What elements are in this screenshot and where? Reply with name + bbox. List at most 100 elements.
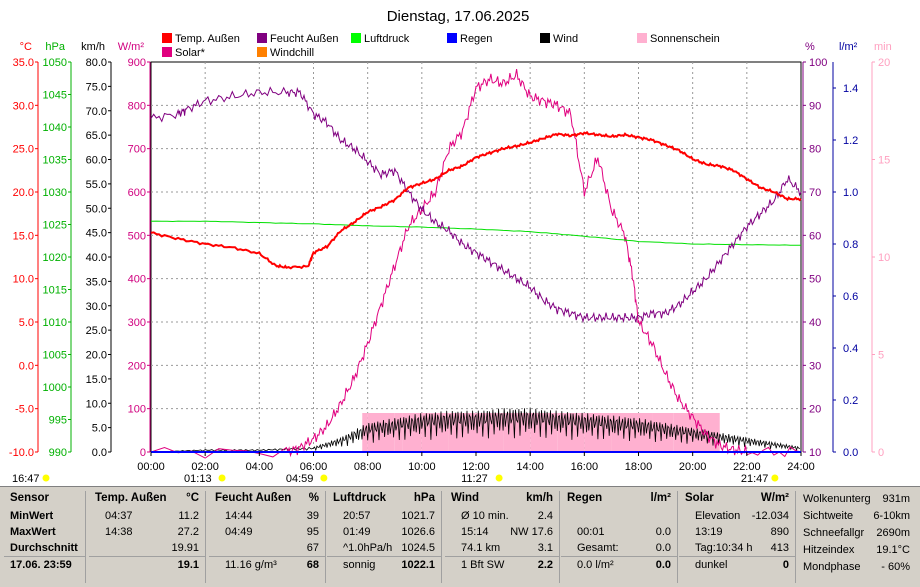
footer-value: 68	[306, 559, 319, 571]
tick-label: 1035	[43, 155, 67, 167]
footer-row: 0.0 l/m² 0.0	[561, 556, 677, 573]
weather-chart: Dienstag, 17.06.2025 Temp. Außen Feucht A…	[8, 8, 892, 485]
tick-label: 35.0	[13, 57, 34, 69]
row-value: - 60%	[881, 561, 910, 573]
table-row: Tag:10:34 h 413	[679, 540, 795, 556]
table-row: MinWert	[4, 508, 85, 524]
tick-label: 900	[128, 57, 146, 69]
row-value: 931m	[882, 493, 910, 505]
table-row: 20:57 1021.7	[327, 508, 441, 524]
tick-label: 10	[878, 252, 890, 264]
footer-value: 0.0	[655, 559, 671, 571]
sun-marker-icon	[771, 474, 779, 482]
tick-label: 20.0	[86, 350, 107, 362]
table-row: Wolkenunterg 931m	[797, 491, 916, 508]
row-label: 01:49	[343, 526, 371, 538]
legend-swatch	[540, 33, 550, 43]
tick-label: 35.0	[86, 276, 107, 288]
table-row: Elevation -12.034	[679, 508, 795, 524]
tick-label: 15.0	[86, 374, 107, 386]
sunshine-bar	[652, 413, 674, 452]
legend-swatch	[162, 33, 172, 43]
section-header: Solar W/m²	[679, 491, 795, 505]
sun-marker-icon	[218, 474, 226, 482]
tick-label: 800	[128, 100, 146, 112]
row-label: Wolkenunterg	[803, 493, 871, 505]
row-value: 67	[306, 542, 319, 554]
tick-label: 20	[878, 57, 890, 69]
x-tick-label: 20:00	[679, 461, 707, 473]
tick-label: 700	[128, 144, 146, 156]
footer-label: 11.16 g/m³	[225, 559, 277, 571]
row-label: 74.1 km	[461, 542, 501, 554]
table-row: 15:14 NW 17.6	[445, 524, 559, 540]
right-axes: %100908070605040302010l/m²1.41.21.00.80.…	[802, 41, 892, 459]
table-section: Temp. Außen °C 04:37 11.2 14:38 27.2 19.91 19.1	[89, 491, 206, 583]
tick-label: 400	[128, 274, 146, 286]
section-title: Sensor	[10, 492, 49, 504]
table-section: Sensor MinWert MaxWert Durchschnitt 17.06. 2…	[4, 491, 86, 583]
wind-series	[150, 408, 800, 453]
chart-title: Dienstag, 17.06.2025	[387, 8, 530, 25]
sun-marker-icon	[320, 474, 328, 482]
axis-unit: W/m²	[118, 41, 145, 53]
tick-label: 50	[809, 274, 821, 286]
row-value: 0.0	[655, 526, 671, 538]
row-label: Tag:10:34 h	[695, 542, 753, 554]
tick-label: 5.0	[92, 423, 107, 435]
x-tick-label: 18:00	[625, 461, 653, 473]
footer-row: 1 Bft SW 2.2	[445, 556, 559, 573]
tick-label: 500	[128, 230, 146, 242]
x-tick-label: 14:00	[516, 461, 544, 473]
marker-label: 21:47	[741, 473, 769, 485]
tick-label: 10.0	[86, 398, 107, 410]
tick-label: 1050	[43, 57, 67, 69]
section-title: Temp. Außen	[95, 492, 167, 504]
tick-label: 20	[809, 404, 821, 416]
table-row: ^1.0hPa/h 1024.5	[327, 540, 441, 556]
table-section: Solar W/m² Elevation -12.034 13:19 890 Tag:10:…	[679, 491, 796, 583]
row-label: 13:19	[695, 526, 723, 538]
legend-label: Temp. Außen	[175, 33, 240, 45]
tick-label: 60.0	[86, 155, 107, 167]
row-value: 413	[770, 542, 789, 554]
tick-label: 200	[128, 360, 146, 372]
tick-label: 10	[809, 447, 821, 459]
left-axes: °C 35.0 30.0 25.0 20.0 15.0 10.0 5.0 0.0 -5.0 -10.…	[9, 41, 151, 459]
section-title: Feucht Außen	[215, 492, 292, 504]
tick-label: 1015	[43, 285, 67, 297]
tick-label: 0	[878, 447, 884, 459]
tick-label: 0.0	[92, 447, 107, 459]
x-tick-label: 10:00	[408, 461, 436, 473]
section-header: Temp. Außen °C	[89, 491, 205, 505]
table-row: Durchschnitt	[4, 540, 85, 556]
row-value: 39	[306, 510, 319, 522]
x-tick-label: 12:00	[462, 461, 490, 473]
tick-label: 30.0	[13, 100, 34, 112]
row-label: 04:37	[105, 510, 133, 522]
table-row: MaxWert	[4, 524, 85, 540]
table-row: 67	[209, 540, 325, 556]
footer-row: 19.1	[89, 556, 205, 573]
table-row: 19.91	[89, 540, 205, 556]
table-row: Ø 10 min. 2.4	[445, 508, 559, 524]
grid	[151, 62, 801, 452]
tick-label: 1040	[43, 122, 67, 134]
tick-label: 300	[128, 317, 146, 329]
tick-label: 65.0	[86, 130, 107, 142]
row-value: NW 17.6	[510, 526, 553, 538]
row-label: Schneefallgr	[803, 527, 865, 539]
tick-label: 15	[878, 155, 890, 167]
tick-label: 70	[809, 187, 821, 199]
sun-marker-icon	[42, 474, 50, 482]
table-row: 74.1 km 3.1	[445, 540, 559, 556]
row-label: 20:57	[343, 510, 371, 522]
legend-swatch	[257, 33, 267, 43]
row-value: 2.4	[537, 510, 553, 522]
tick-label: 40	[809, 317, 821, 329]
x-tick-label: 22:00	[733, 461, 761, 473]
row-value: 2690m	[876, 527, 910, 539]
x-tick-label: 02:00	[191, 461, 219, 473]
row-label: Hitzeindex	[803, 544, 855, 556]
row-label: Elevation	[695, 510, 741, 522]
